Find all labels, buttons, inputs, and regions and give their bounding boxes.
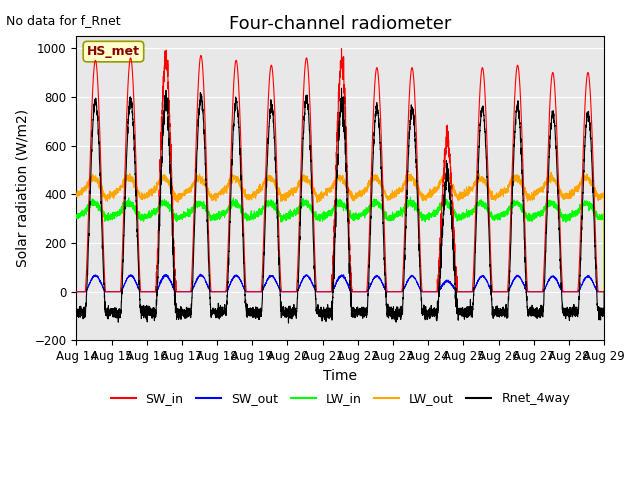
Text: No data for f_Rnet: No data for f_Rnet [6, 14, 121, 27]
Legend: SW_in, SW_out, LW_in, LW_out, Rnet_4way: SW_in, SW_out, LW_in, LW_out, Rnet_4way [106, 387, 575, 410]
X-axis label: Time: Time [323, 369, 357, 383]
Title: Four-channel radiometer: Four-channel radiometer [229, 15, 451, 33]
Y-axis label: Solar radiation (W/m2): Solar radiation (W/m2) [15, 109, 29, 267]
Text: HS_met: HS_met [87, 45, 140, 58]
